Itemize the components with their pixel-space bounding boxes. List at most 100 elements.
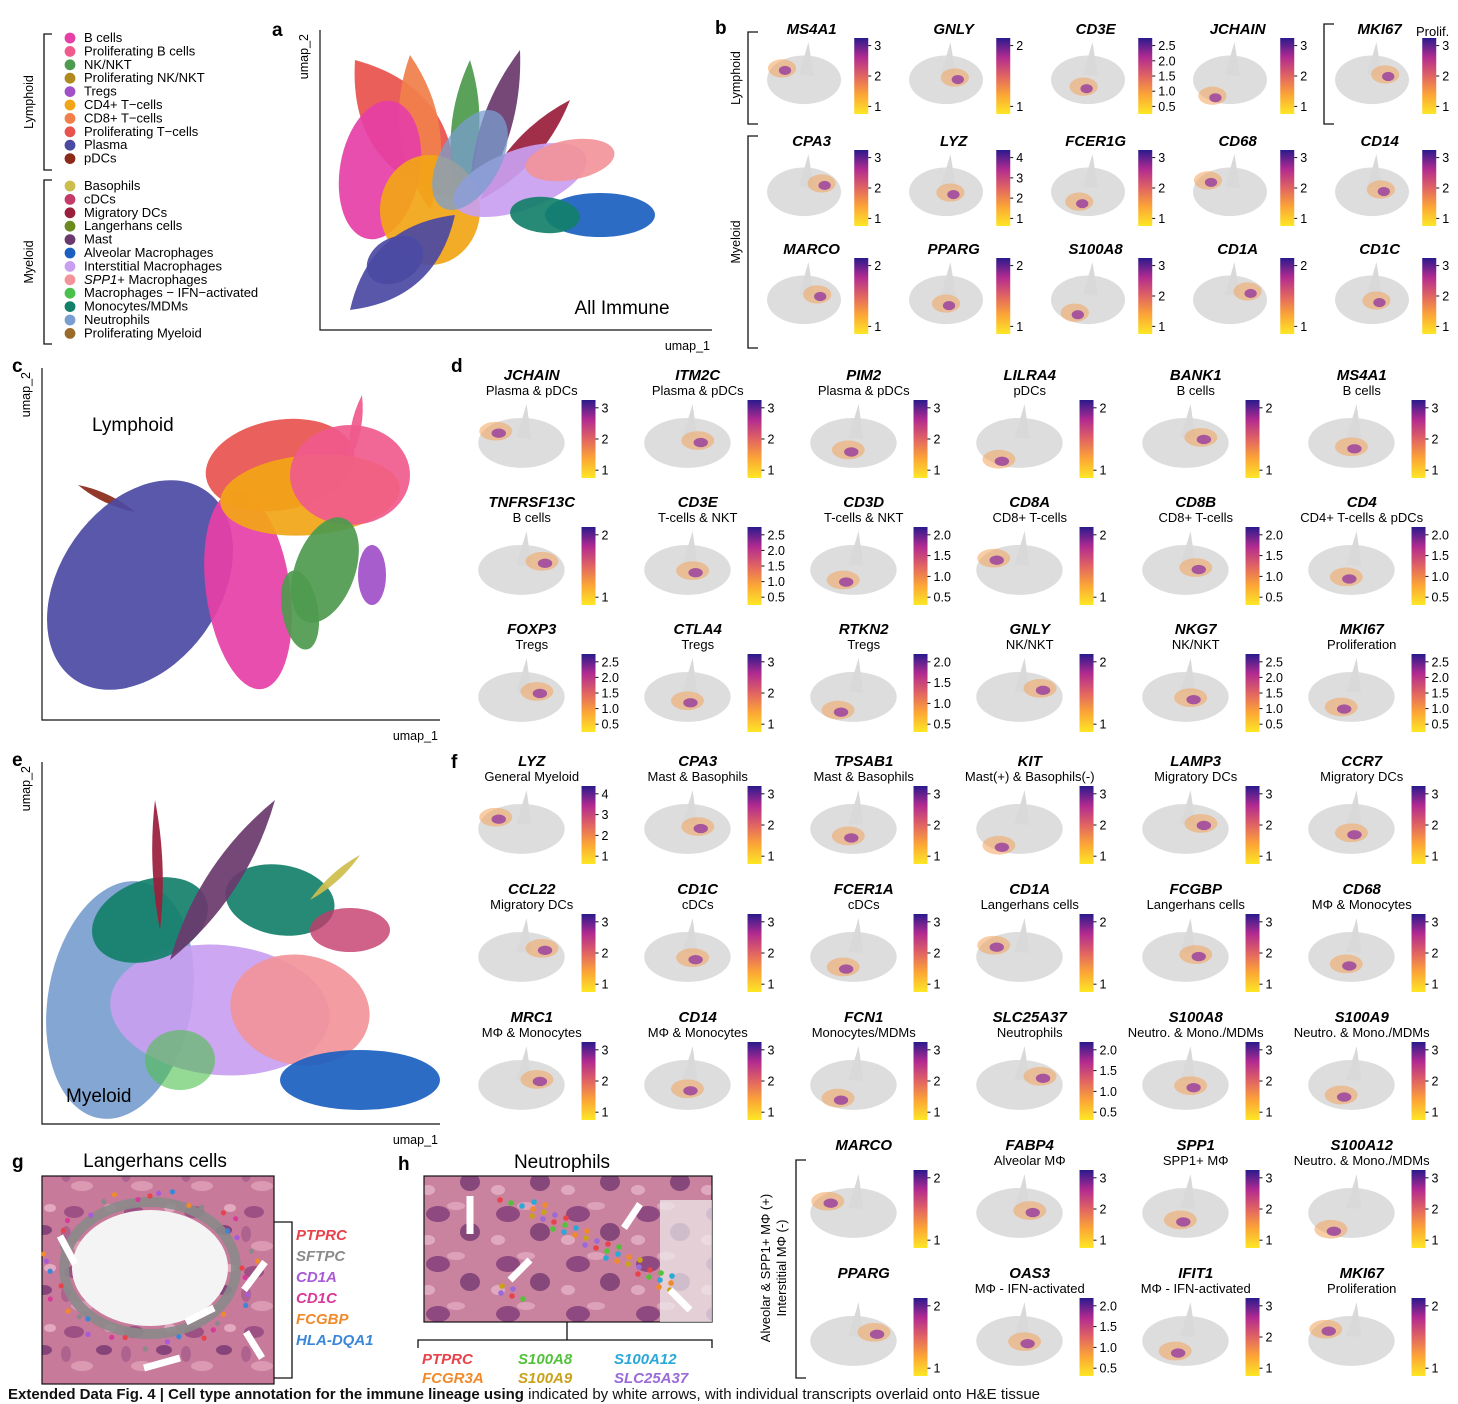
d-colorbar xyxy=(913,527,928,605)
h-transcript-dot xyxy=(509,1293,515,1299)
f2-feature-cloud-tip xyxy=(1346,1174,1362,1209)
b-tick-label: 2 xyxy=(1158,290,1165,304)
g-transcript-dot xyxy=(198,1204,205,1210)
d-tick-label: 2 xyxy=(934,433,941,447)
f-gene-title: CD68 xyxy=(1343,881,1382,898)
b-gene-title: CPA3 xyxy=(792,133,832,150)
f-tick-label: 3 xyxy=(602,808,609,822)
f-feature-expr-high xyxy=(491,814,506,824)
g-transcript-dot xyxy=(147,1193,153,1199)
d-subtitle: T-cells & NKT xyxy=(824,510,904,525)
f-subtitle: Langerhans cells xyxy=(1147,897,1246,912)
f-tick-label: 1 xyxy=(1432,1106,1439,1120)
b-tick-label: 3 xyxy=(1158,259,1165,273)
umap-e-ylabel: umap_2 xyxy=(19,766,33,811)
legend-swatch xyxy=(64,46,76,57)
f-tick-label: 3 xyxy=(1266,915,1273,929)
panel-label-c: c xyxy=(12,356,23,377)
b-tick-label: 3 xyxy=(874,39,881,53)
d-colorbar xyxy=(1079,400,1094,478)
f-tick-label: 1 xyxy=(934,850,941,864)
f-feature-cloud-tip xyxy=(682,1046,698,1081)
f-tick-label: 2 xyxy=(1100,819,1107,833)
f-feature-cloud-tip xyxy=(1180,918,1196,953)
b-colorbar xyxy=(854,38,869,114)
d-subtitle: B cells xyxy=(1343,383,1382,398)
f-colorbar xyxy=(581,914,596,992)
b-colorbar xyxy=(1422,150,1437,226)
h-transcript-dot xyxy=(498,1290,504,1296)
f-subtitle: Neutro. & Mono./MDMs xyxy=(1128,1025,1264,1040)
panel-label-f: f xyxy=(451,752,458,773)
d-tick-label: 2 xyxy=(768,433,775,447)
f-tick-label: 1 xyxy=(602,850,609,864)
g-transcript-dot xyxy=(234,1234,240,1241)
b-tick-label: 2 xyxy=(1016,39,1023,53)
d-tick-label: 1.5 xyxy=(1266,687,1283,701)
cluster-tregs xyxy=(358,545,386,605)
d-gene-title: GNLY xyxy=(1009,621,1052,638)
g-gene-label: PTPRC xyxy=(296,1227,348,1244)
d-gene-title: JCHAIN xyxy=(504,367,561,384)
h-transcript-dot xyxy=(603,1255,609,1261)
legend-swatch xyxy=(64,328,76,339)
g-transcript-dot xyxy=(214,1320,221,1326)
umap-lymphoid: c umap_1 umap_2 Lymphoid xyxy=(12,356,440,743)
d-tick-label: 1.0 xyxy=(1432,570,1449,584)
b-tick-label: 3 xyxy=(1300,151,1307,165)
d-colorbar xyxy=(1411,654,1426,732)
d-tick-label: 2.5 xyxy=(1432,655,1449,669)
cluster-cdcs xyxy=(310,908,390,952)
panel-g-title: Langerhans cells xyxy=(83,1151,227,1172)
d-tick-label: 3 xyxy=(934,401,941,415)
h-gene-label: FCGR3A xyxy=(422,1370,484,1387)
f-feature-expr-high xyxy=(989,942,1004,952)
d-subtitle: Plasma & pDCs xyxy=(818,383,910,398)
b-colorbar xyxy=(1138,150,1153,226)
h-transcript-dot xyxy=(615,1251,621,1257)
b-tick-label: 2.5 xyxy=(1158,39,1175,53)
f2-tick-label: 1 xyxy=(1432,1362,1439,1376)
g-transcript-dot xyxy=(243,1302,249,1309)
d-tick-label: 2.0 xyxy=(934,655,951,669)
legend-label: cDCs xyxy=(84,191,116,206)
legend-label: Mast xyxy=(84,232,113,247)
f2-subtitle: Proliferation xyxy=(1327,1281,1396,1296)
b-tick-label: 1 xyxy=(1442,100,1449,114)
d-tick-label: 2.0 xyxy=(1432,671,1449,685)
d-feature-cloud-tip xyxy=(848,531,864,566)
d-subtitle: NK/NKT xyxy=(1172,637,1220,652)
f2-tick-label: 1 xyxy=(1266,1362,1273,1376)
f2-tick-label: 3 xyxy=(1100,1171,1107,1185)
g-gene-label: CD1C xyxy=(296,1290,338,1307)
b-gene-title: LYZ xyxy=(940,133,968,150)
f-feature-expr-high xyxy=(1191,951,1206,962)
f-feature-expr-high xyxy=(994,842,1010,852)
b-feature-expr-high xyxy=(1076,199,1089,209)
caption-rest: indicated by white arrows, with individu… xyxy=(528,1386,1041,1403)
legend-label: Proliferating B cells xyxy=(84,43,196,58)
b-tick-label: 1 xyxy=(874,212,881,226)
f-colorbar xyxy=(1411,1042,1426,1120)
d-colorbar xyxy=(1411,400,1426,478)
d-feature-expr-high xyxy=(537,558,553,568)
h-transcript-dot xyxy=(583,1235,589,1241)
h-transcript-dot xyxy=(499,1283,505,1289)
f-feature-expr-high xyxy=(1347,830,1362,840)
d-tick-label: 2 xyxy=(768,687,775,701)
d-subtitle: pDCs xyxy=(1013,383,1046,398)
f-tick-label: 2 xyxy=(934,1075,941,1089)
g-transcript-dot xyxy=(43,1258,49,1264)
b-feature-cloud-tip xyxy=(1083,262,1099,296)
g-transcript-dot xyxy=(60,1227,66,1234)
h-transcript-dot xyxy=(656,1284,662,1290)
d-tick-label: 0.5 xyxy=(768,591,785,605)
g-transcript-dot xyxy=(248,1248,255,1254)
b-colorbar xyxy=(996,258,1011,334)
b-tick-label: 1.0 xyxy=(1158,85,1175,99)
d-tick-label: 1 xyxy=(768,464,775,478)
f2-colorbar xyxy=(1411,1170,1426,1248)
g-transcript-dot xyxy=(169,1189,176,1195)
f-tick-label: 2 xyxy=(768,1075,775,1089)
f2-gene-title: S100A12 xyxy=(1330,1137,1393,1154)
